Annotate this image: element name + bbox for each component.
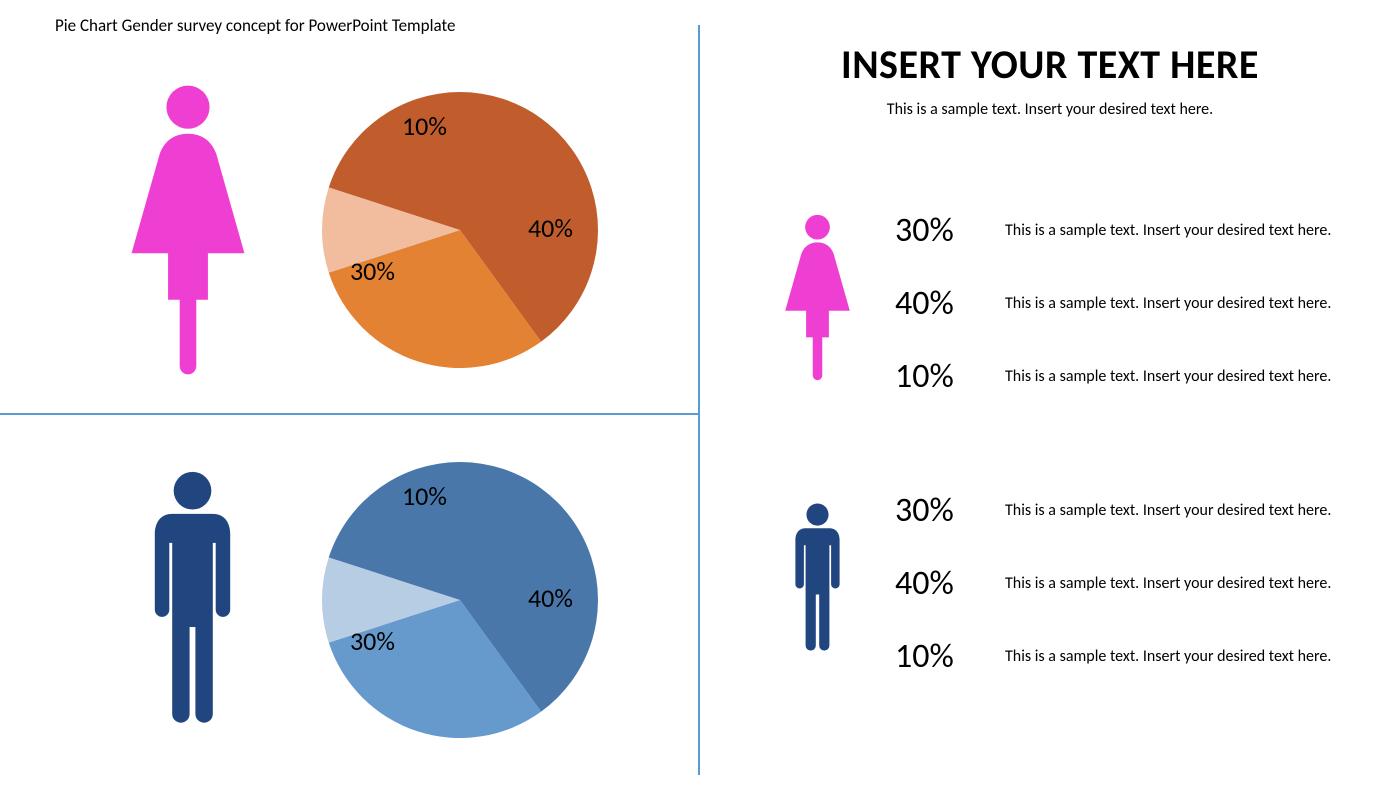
pie-slice-label: 10% [402, 480, 447, 512]
stat-percentage: 40% [895, 563, 1005, 604]
vertical-divider [698, 25, 700, 775]
stat-row: 30%This is a sample text. Insert your de… [895, 210, 1400, 251]
slide-title: Pie Chart Gender survey concept for Powe… [55, 15, 455, 36]
stat-percentage: 30% [895, 490, 1005, 531]
female-icon-small [770, 210, 865, 390]
horizontal-divider [0, 413, 698, 415]
male-stats: 30%This is a sample text. Insert your de… [895, 490, 1400, 709]
stat-text: This is a sample text. Insert your desir… [1005, 647, 1400, 666]
male-pie-chart: 40% 30% 10% [320, 460, 600, 745]
stat-row: 30%This is a sample text. Insert your de… [895, 490, 1400, 531]
stat-row: 10%This is a sample text. Insert your de… [895, 636, 1400, 677]
right-title: INSERT YOUR TEXT HERE [730, 40, 1370, 89]
pie-slice-label: 30% [350, 625, 395, 657]
pie-slice-label: 30% [350, 255, 395, 287]
stat-text: This is a sample text. Insert your desir… [1005, 501, 1400, 520]
male-icon [120, 448, 265, 753]
stat-row: 10%This is a sample text. Insert your de… [895, 356, 1400, 397]
stat-percentage: 10% [895, 356, 1005, 397]
male-icon-small [775, 490, 860, 670]
pie-slice-label: 10% [402, 110, 447, 142]
female-panel: 40% 30% 10% [0, 60, 698, 410]
male-panel: 40% 30% 10% [0, 430, 698, 780]
stat-text: This is a sample text. Insert your desir… [1005, 221, 1400, 240]
stat-percentage: 40% [895, 283, 1005, 324]
female-pie-chart: 40% 30% 10% [320, 90, 600, 375]
stat-text: This is a sample text. Insert your desir… [1005, 294, 1400, 313]
female-icon [105, 80, 271, 385]
stat-text: This is a sample text. Insert your desir… [1005, 574, 1400, 593]
pie-slice-label: 40% [528, 212, 573, 244]
female-stats: 30%This is a sample text. Insert your de… [895, 210, 1400, 429]
stat-row: 40%This is a sample text. Insert your de… [895, 563, 1400, 604]
stat-row: 40%This is a sample text. Insert your de… [895, 283, 1400, 324]
pie-slice-label: 40% [528, 582, 573, 614]
stat-text: This is a sample text. Insert your desir… [1005, 367, 1400, 386]
stat-percentage: 30% [895, 210, 1005, 251]
stat-percentage: 10% [895, 636, 1005, 677]
right-subtitle: This is a sample text. Insert your desir… [730, 100, 1370, 119]
